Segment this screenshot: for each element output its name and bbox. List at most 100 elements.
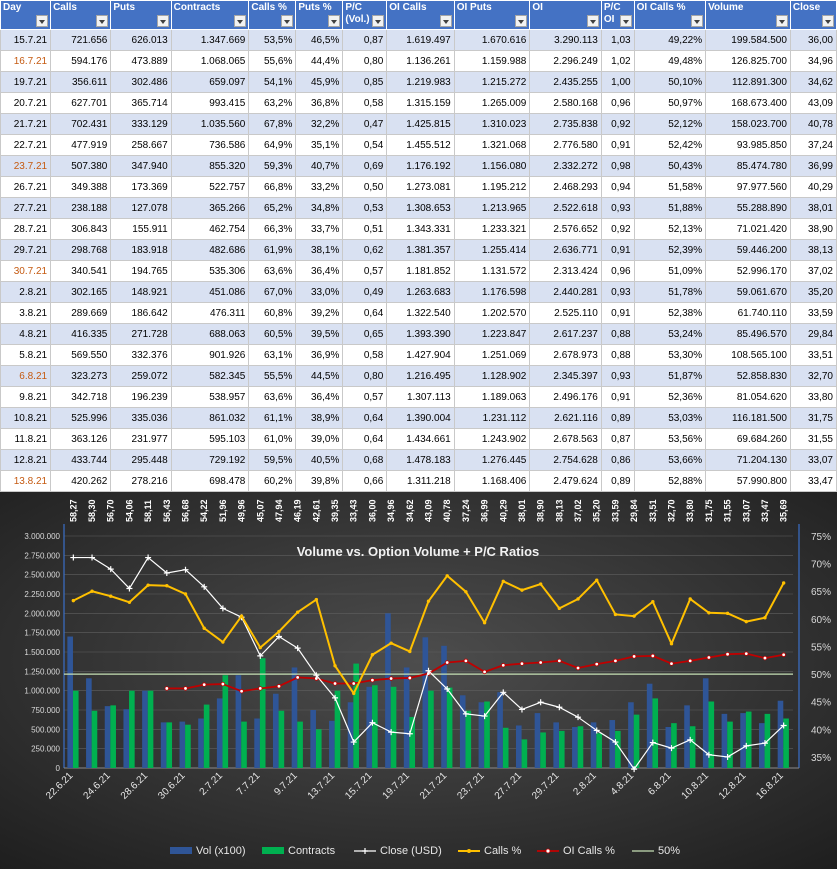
table-cell[interactable]: 1.434.661 — [386, 428, 455, 450]
table-cell[interactable]: 2.621.116 — [529, 407, 602, 429]
table-cell[interactable]: 0,88 — [600, 344, 635, 366]
table-cell[interactable]: 659.097 — [170, 71, 250, 93]
table-cell[interactable]: 1.619.497 — [386, 29, 455, 51]
table-cell[interactable]: 1.478.183 — [386, 449, 455, 471]
table-cell[interactable]: 349.388 — [50, 176, 112, 198]
table-cell[interactable]: 2.296.249 — [529, 50, 602, 72]
table-cell[interactable]: 51,09% — [633, 260, 707, 282]
day-cell[interactable]: 5.8.21 — [0, 344, 52, 366]
table-cell[interactable]: 295.448 — [110, 449, 172, 471]
table-cell[interactable]: 335.036 — [110, 407, 172, 429]
table-cell[interactable]: 1.315.159 — [386, 92, 455, 114]
table-cell[interactable]: 52,38% — [633, 302, 707, 324]
table-cell[interactable]: 0,86 — [600, 449, 635, 471]
table-cell[interactable]: 55,6% — [248, 50, 297, 72]
table-cell[interactable]: 365.266 — [170, 197, 250, 219]
filter-dropdown-button[interactable] — [619, 15, 632, 27]
table-cell[interactable]: 54,1% — [248, 71, 297, 93]
table-cell[interactable]: 38,9% — [295, 407, 344, 429]
table-cell[interactable]: 1.181.852 — [386, 260, 455, 282]
table-cell[interactable]: 66,8% — [248, 176, 297, 198]
table-cell[interactable]: 289.669 — [50, 302, 112, 324]
table-cell[interactable]: 52,39% — [633, 239, 707, 261]
table-cell[interactable]: 0,96 — [600, 92, 635, 114]
day-cell[interactable]: 11.8.21 — [0, 428, 52, 450]
table-cell[interactable]: 35,20 — [789, 281, 837, 303]
table-cell[interactable]: 1.159.988 — [453, 50, 531, 72]
filter-dropdown-button[interactable] — [822, 15, 834, 27]
table-cell[interactable]: 44,5% — [295, 365, 344, 387]
table-cell[interactable]: 63,2% — [248, 92, 297, 114]
table-cell[interactable]: 1.219.983 — [386, 71, 455, 93]
table-cell[interactable]: 52,12% — [633, 113, 707, 135]
table-cell[interactable]: 186.642 — [110, 302, 172, 324]
filter-dropdown-button[interactable] — [281, 15, 294, 27]
day-cell[interactable]: 12.8.21 — [0, 449, 52, 471]
table-cell[interactable]: 1.393.390 — [386, 323, 455, 345]
table-cell[interactable]: 51,88% — [633, 197, 707, 219]
table-cell[interactable]: 64,9% — [248, 134, 297, 156]
table-cell[interactable]: 2.468.293 — [529, 176, 602, 198]
table-cell[interactable]: 34,62 — [789, 71, 837, 93]
table-cell[interactable]: 2.522.618 — [529, 197, 602, 219]
table-cell[interactable]: 39,5% — [295, 323, 344, 345]
table-cell[interactable]: 44,4% — [295, 50, 344, 72]
table-cell[interactable]: 40,78 — [789, 113, 837, 135]
table-cell[interactable]: 40,29 — [789, 176, 837, 198]
table-cell[interactable]: 861.032 — [170, 407, 250, 429]
table-cell[interactable]: 0,49 — [342, 281, 388, 303]
table-cell[interactable]: 627.701 — [50, 92, 112, 114]
table-cell[interactable]: 278.216 — [110, 470, 172, 492]
table-cell[interactable]: 0,93 — [600, 365, 635, 387]
day-cell[interactable]: 6.8.21 — [0, 365, 52, 387]
table-cell[interactable]: 594.176 — [50, 50, 112, 72]
table-cell[interactable]: 39,2% — [295, 302, 344, 324]
table-cell[interactable]: 67,0% — [248, 281, 297, 303]
table-cell[interactable]: 259.072 — [110, 365, 172, 387]
day-cell[interactable]: 21.7.21 — [0, 113, 52, 135]
table-cell[interactable]: 33,7% — [295, 218, 344, 240]
table-cell[interactable]: 0,58 — [342, 344, 388, 366]
table-cell[interactable]: 356.611 — [50, 71, 112, 93]
table-cell[interactable]: 158.023.700 — [705, 113, 791, 135]
table-cell[interactable]: 1.273.081 — [386, 176, 455, 198]
table-cell[interactable]: 199.584.500 — [705, 29, 791, 51]
table-cell[interactable]: 1.223.847 — [453, 323, 531, 345]
table-cell[interactable]: 1.310.023 — [453, 113, 531, 135]
table-cell[interactable]: 323.273 — [50, 365, 112, 387]
table-cell[interactable]: 0,69 — [342, 155, 388, 177]
table-cell[interactable]: 340.541 — [50, 260, 112, 282]
table-cell[interactable]: 1.322.540 — [386, 302, 455, 324]
table-cell[interactable]: 1.131.572 — [453, 260, 531, 282]
table-cell[interactable]: 51,58% — [633, 176, 707, 198]
table-cell[interactable]: 116.181.500 — [705, 407, 791, 429]
table-cell[interactable]: 476.311 — [170, 302, 250, 324]
day-cell[interactable]: 23.7.21 — [0, 155, 52, 177]
day-cell[interactable]: 16.7.21 — [0, 50, 52, 72]
table-cell[interactable]: 595.103 — [170, 428, 250, 450]
table-cell[interactable]: 0,98 — [600, 155, 635, 177]
table-cell[interactable]: 59,3% — [248, 155, 297, 177]
table-cell[interactable]: 365.714 — [110, 92, 172, 114]
table-cell[interactable]: 901.926 — [170, 344, 250, 366]
table-cell[interactable]: 1.035.560 — [170, 113, 250, 135]
table-cell[interactable]: 194.765 — [110, 260, 172, 282]
table-cell[interactable]: 1.195.212 — [453, 176, 531, 198]
table-cell[interactable]: 1.156.080 — [453, 155, 531, 177]
table-cell[interactable]: 50,43% — [633, 155, 707, 177]
table-cell[interactable]: 3.290.113 — [529, 29, 602, 51]
table-cell[interactable]: 51,78% — [633, 281, 707, 303]
day-cell[interactable]: 9.8.21 — [0, 386, 52, 408]
table-cell[interactable]: 71.021.420 — [705, 218, 791, 240]
filter-dropdown-button[interactable] — [36, 15, 49, 27]
table-cell[interactable]: 2.636.771 — [529, 239, 602, 261]
table-cell[interactable]: 0,92 — [600, 113, 635, 135]
table-cell[interactable]: 2.479.624 — [529, 470, 602, 492]
table-cell[interactable]: 0,88 — [600, 323, 635, 345]
table-cell[interactable]: 721.656 — [50, 29, 112, 51]
table-cell[interactable]: 32,2% — [295, 113, 344, 135]
table-cell[interactable]: 363.126 — [50, 428, 112, 450]
table-cell[interactable]: 33,80 — [789, 386, 837, 408]
table-cell[interactable]: 1.202.570 — [453, 302, 531, 324]
table-cell[interactable]: 522.757 — [170, 176, 250, 198]
